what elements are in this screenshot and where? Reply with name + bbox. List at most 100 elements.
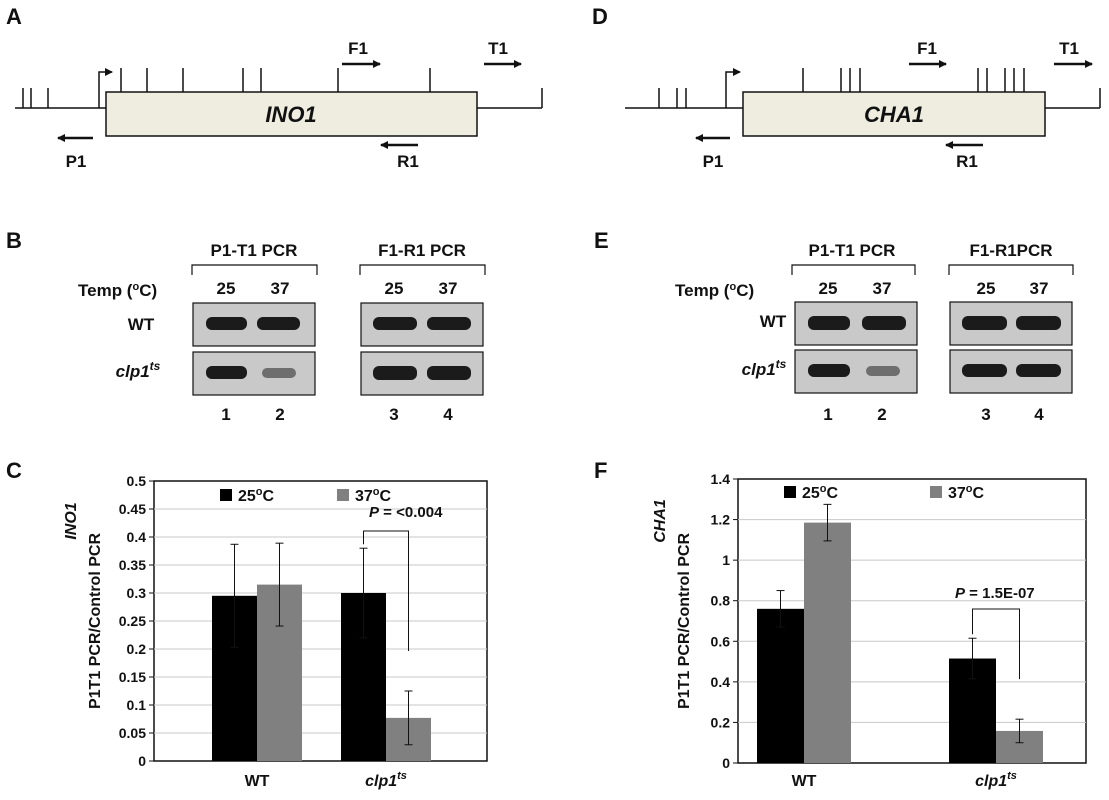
category-label: clp1ts — [975, 770, 1017, 790]
gel-band — [206, 366, 247, 379]
plot-frame — [737, 478, 1087, 764]
panel-letter-c: C — [6, 458, 22, 483]
lane-number-1: 1 — [823, 405, 832, 424]
category-label: WT — [245, 773, 270, 790]
y-axis-label: P1T1 PCR/Control PCR — [87, 533, 104, 709]
y-tick-label: 0.6 — [711, 633, 731, 649]
category-label: clp1ts — [365, 770, 407, 790]
panel-letter-f: F — [594, 458, 607, 483]
lane-number-2: 2 — [275, 405, 284, 424]
y-tick-label: 0 — [722, 755, 730, 771]
temp-25-lane3: 25 — [385, 279, 404, 298]
gel-band — [808, 316, 850, 330]
tss-arrow — [725, 68, 741, 108]
y-tick-label: 0.2 — [711, 714, 731, 730]
y-tick-label: 0.25 — [119, 613, 146, 629]
site-ticks — [658, 68, 1101, 108]
gene-box — [105, 91, 478, 137]
y-tick-label: 1.4 — [711, 471, 731, 487]
gel-band — [962, 316, 1007, 330]
gel-band — [1016, 364, 1061, 377]
gel-band — [962, 364, 1007, 377]
group-bracket-1 — [791, 264, 916, 275]
row-label-wt: WT — [128, 315, 155, 334]
temp-label: Temp (oC) — [78, 281, 157, 300]
chart-f: 0 0.2 0.4 0.6 0.8 1 1.2 1.4 P1T1 PCR/Control PCR… — [652, 471, 1087, 790]
gel-band — [862, 316, 906, 330]
primer-t1-label: T1 — [488, 39, 508, 58]
panel-b: B P1-T1 PCR F1-R1 PCR Temp (oC) 25 37 25… — [6, 228, 486, 424]
panel-letter-e: E — [594, 228, 609, 253]
temp-25-lane1: 25 — [819, 279, 838, 298]
bar-37c-wt — [804, 522, 851, 763]
gel-band — [808, 364, 850, 377]
gel-band — [427, 366, 471, 380]
temp-37-lane4: 37 — [1030, 279, 1049, 298]
y-tick-label: 0.2 — [127, 641, 147, 657]
lane-number-1: 1 — [221, 405, 230, 424]
lane-number-4: 4 — [443, 405, 453, 424]
y-tick-label: 0.3 — [127, 585, 147, 601]
y-axis-gene-label: INO1 — [63, 502, 80, 539]
p-value-label: P = 1.5E-07 — [955, 585, 1035, 602]
y-tick-label: 0.4 — [711, 674, 731, 690]
temp-37-lane4: 37 — [439, 279, 458, 298]
y-axis-label: P1T1 PCR/Control PCR — [676, 533, 693, 709]
lane-number-3: 3 — [389, 405, 398, 424]
panel-e: E P1-T1 PCR F1-R1PCR Temp (oC) 25 37 25 … — [594, 228, 1074, 424]
panel-letter-a: A — [6, 4, 22, 29]
lane-number-3: 3 — [981, 405, 990, 424]
legend-label-25c: 25oC — [802, 483, 839, 502]
primer-r1-label: R1 — [397, 152, 419, 171]
legend-swatch-37c — [337, 489, 349, 501]
gel-band — [1016, 316, 1061, 330]
legend-swatch-25c — [784, 486, 796, 498]
panel-d: D CHA1 F1 T1 P1 R1 — [592, 4, 1101, 171]
group-bracket-2 — [359, 264, 486, 275]
gel-band — [257, 317, 300, 330]
chart-c: 0 0.05 0.1 0.15 0.2 0.25 0.3 0.35 0.4 0.45 0.5 P1T1… — [63, 473, 488, 790]
y-tick-label: 0.05 — [119, 725, 146, 741]
temp-label: Temp (oC) — [675, 281, 754, 300]
gene-name: INO1 — [265, 102, 316, 127]
primer-f1-label: F1 — [917, 39, 937, 58]
gel-band-faint — [866, 366, 900, 376]
gel-band — [373, 317, 417, 330]
group-label-2: F1-R1PCR — [969, 241, 1052, 260]
temp-25-lane3: 25 — [977, 279, 996, 298]
y-tick-label: 0.15 — [119, 669, 146, 685]
y-tick-label: 1 — [722, 552, 730, 568]
group-bracket-1 — [191, 264, 318, 275]
gene-box — [742, 91, 1046, 137]
significance-bracket — [363, 530, 409, 651]
legend-label-25c: 25oC — [238, 486, 275, 505]
lane-number-4: 4 — [1034, 405, 1044, 424]
primer-f1-label: F1 — [348, 39, 368, 58]
category-label: WT — [792, 773, 817, 790]
y-tick-label: 0.5 — [127, 473, 147, 489]
gel-band — [206, 317, 247, 330]
legend-label-37c: 37oC — [355, 486, 392, 505]
gel-band-faint — [262, 368, 296, 378]
row-label-wt: WT — [760, 312, 787, 331]
y-tick-label: 1.2 — [711, 512, 731, 528]
panel-letter-b: B — [6, 228, 22, 253]
panel-a: A INO1 F1 T1 P1 R1 — [6, 4, 543, 171]
bar-25c-wt — [757, 608, 804, 763]
row-label-clp1ts: clp1ts — [116, 359, 161, 381]
group-label-1: P1-T1 PCR — [809, 241, 896, 260]
primer-p1-label: P1 — [703, 152, 724, 171]
legend-swatch-37c — [930, 486, 942, 498]
row-label-clp1ts: clp1ts — [742, 357, 787, 379]
site-ticks — [22, 68, 543, 108]
y-tick-label: 0.1 — [127, 697, 147, 713]
temp-37-lane2: 37 — [271, 279, 290, 298]
group-label-2: F1-R1 PCR — [378, 241, 466, 260]
temp-25-lane1: 25 — [217, 279, 236, 298]
y-tick-label: 0.8 — [711, 593, 731, 609]
y-tick-label: 0.35 — [119, 557, 146, 573]
primer-p1-label: P1 — [66, 152, 87, 171]
gene-name: CHA1 — [864, 102, 924, 127]
legend-swatch-25c — [220, 489, 232, 501]
